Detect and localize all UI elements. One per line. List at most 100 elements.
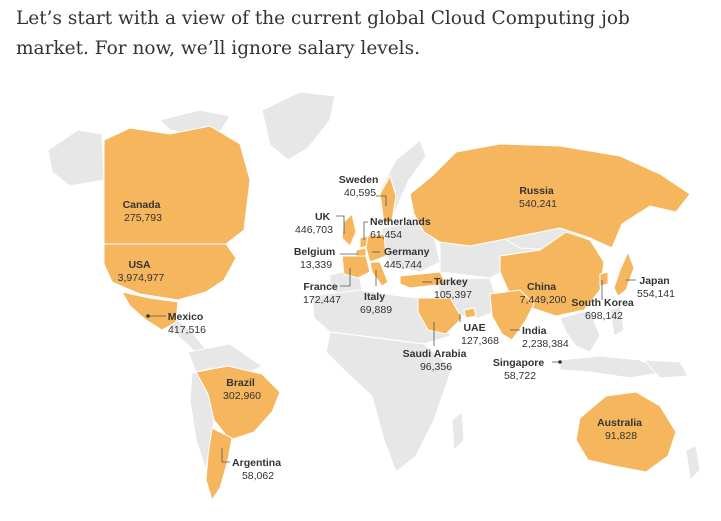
label-mexico: Mexico 417,516 [168,311,207,336]
canada-shape [103,125,251,245]
label-south-korea-name: South Korea [571,297,634,309]
label-india: India 2,238,384 [522,325,569,350]
china-shape [499,231,605,317]
label-brazil: Brazil 302,960 [223,377,261,402]
brazil-shape [195,365,281,441]
uk-leader [336,215,345,234]
base-land [47,91,701,482]
label-italy-value: 69,889 [360,304,392,316]
label-singapore-name: Singapore [493,357,545,369]
label-brazil-value: 302,960 [223,390,261,402]
madagascar-shape [451,411,465,452]
philippines-shape [609,305,625,337]
label-mexico-value: 417,516 [168,324,206,336]
north-africa-shape [311,289,451,345]
label-uk-name: UK [315,211,331,223]
turkey-shape [399,271,447,289]
argentina-leader [221,448,230,463]
label-uae-name: UAE [463,322,485,334]
leader-lines [146,195,636,463]
label-mexico-name: Mexico [168,311,204,323]
label-netherlands: Netherlands 61,454 [370,216,434,241]
usa-shape [103,243,237,301]
netherlands-leader [363,221,368,240]
central-africa-shape [325,331,453,473]
label-canada-name: Canada [123,199,161,211]
sweden-leader [376,195,387,206]
label-japan: Japan 554,141 [637,275,675,300]
label-china-name: China [527,281,556,293]
label-france-name: France [303,281,338,293]
country-labels: Canada 275,793 USA 3,974,977 Mexico 417,… [118,174,675,482]
label-china: China 7,449,200 [520,281,567,306]
label-belgium-value: 13,339 [300,259,332,271]
highlighted-countries [103,125,691,502]
intro-paragraph: Let’s start with a view of the current g… [16,8,630,59]
alaska-shape [47,129,105,187]
germany-shape [365,233,387,263]
sweden-shape [379,174,397,225]
uk-shape [341,213,357,247]
label-turkey-value: 105,397 [434,289,472,301]
label-turkey-name: Turkey [434,276,468,288]
label-russia: Russia 540,241 [519,185,557,210]
argentina-shape [205,427,233,502]
label-argentina-value: 58,062 [242,470,274,482]
label-south-korea-value: 698,142 [585,310,623,322]
label-saudi-arabia: Saudi Arabia 96,356 [403,348,470,373]
label-australia-value: 91,828 [605,430,637,442]
label-italy-name: Italy [364,291,385,303]
new-guinea-shape [642,359,689,379]
mexico-pointer [146,314,150,318]
france-shape [341,255,371,279]
label-canada: Canada 275,793 [123,199,164,224]
label-singapore: Singapore 58,722 [493,357,547,382]
label-south-korea: South Korea 698,142 [571,297,636,322]
label-belgium: Belgium 13,339 [294,246,338,271]
label-singapore-value: 58,722 [504,370,536,382]
label-australia-name: Australia [597,417,642,429]
label-germany-name: Germany [384,246,430,258]
label-france-value: 172,447 [303,294,341,306]
label-belgium-name: Belgium [294,246,335,258]
japan-shape [613,250,635,297]
south-korea-shape [599,271,609,287]
label-argentina-name: Argentina [232,457,281,469]
label-france: France 172,447 [303,281,341,306]
label-argentina: Argentina 58,062 [232,457,284,482]
australia-shape [575,391,677,473]
label-usa-value: 3,974,977 [118,272,165,284]
new-zealand-shape [685,445,701,482]
belgium-shape [355,247,367,257]
russia-shape [409,143,691,249]
mexico-shape [121,291,179,331]
label-russia-value: 540,241 [519,198,557,210]
france-leader [340,268,351,287]
label-netherlands-name: Netherlands [370,216,431,228]
label-uk: UK 446,703 [295,211,333,236]
label-india-name: India [522,325,547,337]
label-netherlands-value: 61,454 [370,229,402,241]
label-usa-name: USA [128,259,151,271]
label-italy: Italy 69,889 [360,291,392,316]
label-australia: Australia 91,828 [597,417,645,442]
label-canada-value: 275,793 [124,212,162,224]
label-japan-value: 554,141 [637,288,675,300]
label-uae: UAE 127,368 [461,322,499,347]
italy-shape [369,261,389,287]
label-uk-value: 446,703 [295,224,333,236]
label-sweden: Sweden 40,595 [339,174,382,199]
greenland-shape [261,91,336,161]
southeast-asia-shape [559,309,601,353]
label-saudi-arabia-value: 96,356 [420,361,452,373]
label-germany-value: 445,744 [384,259,422,271]
label-sweden-value: 40,595 [344,187,376,199]
label-japan-name: Japan [639,275,669,287]
indonesia-shape [559,355,668,379]
singapore-pointer [558,360,562,364]
label-russia-name: Russia [519,185,554,197]
label-saudi-arabia-name: Saudi Arabia [403,348,467,360]
label-sweden-name: Sweden [339,174,379,186]
label-usa: USA 3,974,977 [118,259,165,284]
